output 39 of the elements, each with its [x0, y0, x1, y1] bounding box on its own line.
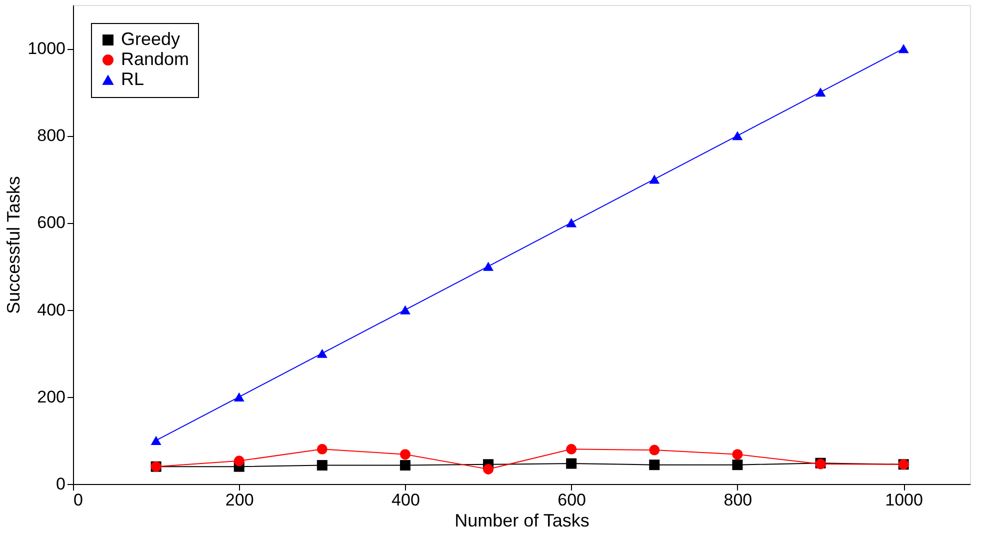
point [649, 174, 660, 184]
point [150, 436, 162, 445]
point [566, 444, 577, 454]
point [732, 449, 743, 460]
y-tick-label: 800 [37, 126, 66, 146]
point [316, 444, 328, 454]
point [400, 449, 410, 460]
point [483, 464, 494, 474]
point [732, 460, 743, 470]
legend-label: RL [121, 69, 144, 89]
y-tick-label: 0 [56, 474, 66, 494]
x-tick-label: 600 [558, 490, 586, 510]
y-tick-label: 1000 [28, 39, 66, 58]
point [400, 305, 410, 314]
point [649, 444, 660, 456]
point [483, 262, 494, 271]
point [566, 218, 577, 228]
legend-label: Greedy [121, 29, 180, 49]
point [234, 456, 244, 466]
point [400, 460, 410, 471]
y-axis-title: Successful Tasks [4, 176, 24, 314]
y-tick-label: 600 [37, 213, 66, 232]
x-axis-title: Number of Tasks [454, 510, 590, 530]
x-tick-label: 0 [74, 490, 83, 510]
point [234, 392, 244, 402]
x-tick-label: 400 [392, 490, 420, 510]
point [898, 44, 909, 54]
y-tick-label: 200 [37, 387, 66, 406]
point [732, 131, 743, 140]
point [316, 348, 328, 358]
x-tick-label: 200 [225, 490, 254, 510]
x-tick-label: 1000 [885, 490, 923, 510]
point [566, 458, 577, 469]
point [815, 88, 826, 97]
y-tick-label: 400 [37, 300, 66, 320]
point [649, 460, 660, 470]
x-tick-label: 800 [724, 490, 752, 510]
point [316, 460, 328, 471]
legend-label: Random [121, 49, 190, 69]
